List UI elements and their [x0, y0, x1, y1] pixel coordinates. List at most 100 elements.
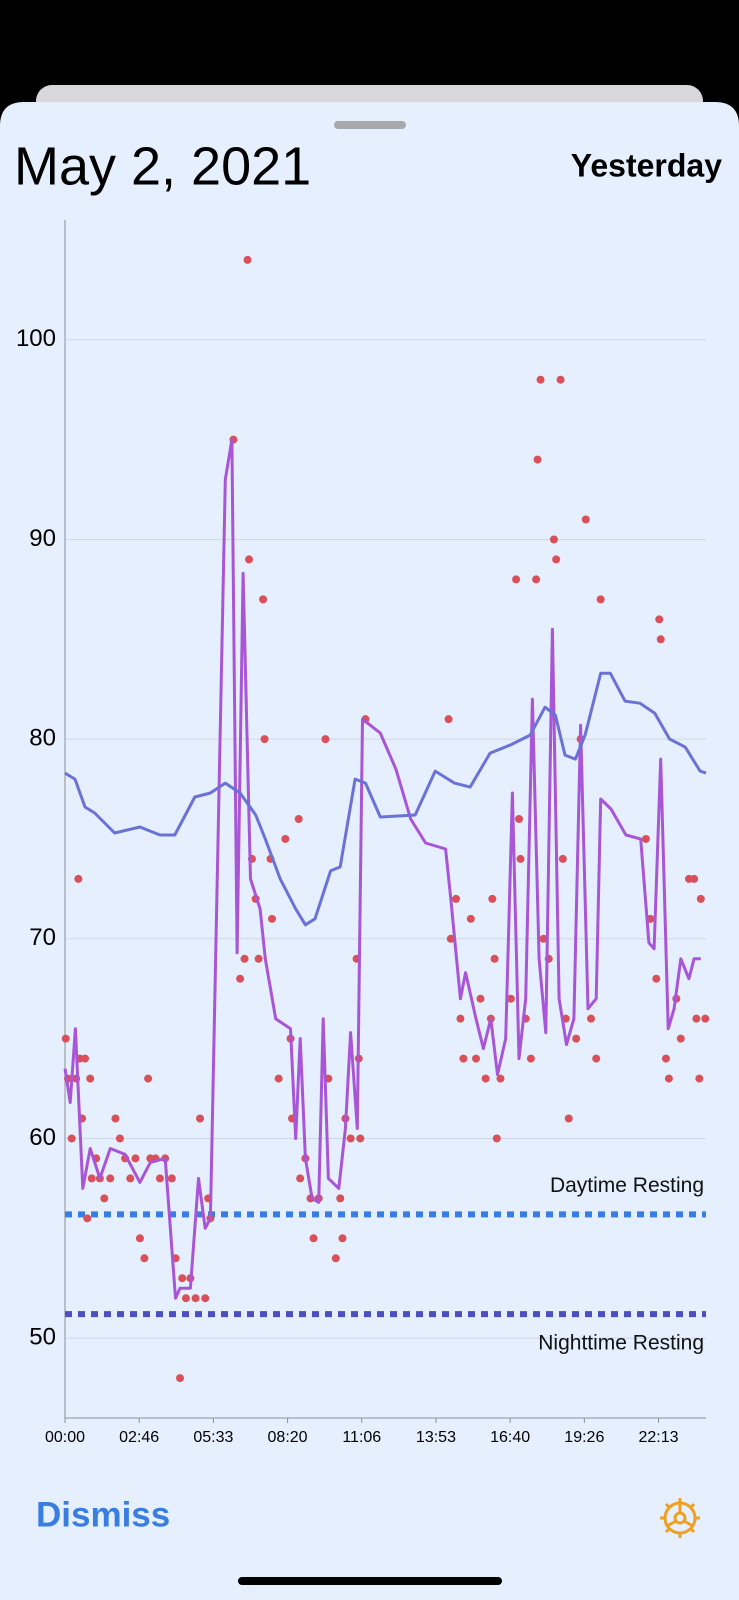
data-point [656, 635, 665, 644]
data-point [536, 375, 545, 384]
day-label: Yesterday [571, 147, 722, 183]
data-point [254, 954, 263, 963]
data-point [696, 894, 705, 903]
data-point [74, 874, 83, 883]
line-series [64, 671, 707, 927]
x-tick-label: 19:26 [564, 1429, 604, 1446]
settings-button[interactable] [660, 1498, 700, 1538]
data-point [701, 1014, 710, 1023]
data-point [336, 1194, 345, 1203]
x-tick-label: 02:46 [119, 1429, 159, 1446]
y-tick-label: 100 [16, 325, 56, 352]
data-point [444, 715, 453, 724]
data-point [581, 515, 590, 524]
data-point [506, 994, 515, 1003]
data-point [549, 535, 558, 544]
sheet [0, 102, 739, 1600]
y-tick-label: 50 [29, 1323, 56, 1350]
data-point [243, 255, 252, 264]
data-point [572, 1034, 581, 1043]
data-point [294, 815, 303, 823]
data-point [456, 1014, 465, 1023]
reference-label: Daytime Resting [550, 1174, 704, 1197]
data-point [83, 1214, 92, 1223]
data-point [476, 994, 485, 1003]
x-tick-label: 08:20 [268, 1429, 308, 1446]
data-point [472, 1054, 481, 1063]
data-point [167, 1174, 176, 1183]
data-point [346, 1134, 355, 1143]
data-point [115, 1134, 124, 1143]
y-tick-label: 60 [29, 1124, 56, 1151]
data-point [592, 1054, 601, 1063]
data-point [181, 1294, 190, 1303]
data-point [596, 595, 605, 604]
data-point [67, 1134, 76, 1143]
data-point [201, 1294, 210, 1303]
data-point [641, 834, 650, 843]
data-point [533, 455, 542, 464]
data-point [652, 974, 661, 983]
data-point [695, 1074, 704, 1083]
data-point [87, 1174, 96, 1183]
data-point [661, 1054, 670, 1063]
date-title: May 2, 2021 [14, 136, 311, 196]
data-point [446, 934, 455, 943]
data-point [155, 1174, 164, 1183]
y-tick-label: 80 [29, 724, 56, 751]
data-point [655, 615, 664, 624]
data-point [86, 1074, 95, 1083]
data-point [564, 1114, 573, 1123]
data-point [488, 894, 497, 903]
data-point [338, 1234, 347, 1243]
data-point [321, 735, 330, 744]
data-point [451, 894, 460, 903]
data-point [556, 375, 565, 384]
data-point [196, 1114, 205, 1123]
y-tick-label: 90 [29, 525, 56, 552]
x-tick-label: 05:33 [193, 1429, 233, 1446]
data-point [281, 834, 290, 843]
data-point [135, 1234, 144, 1243]
data-point [532, 575, 541, 584]
data-point [131, 1154, 140, 1163]
line-series [63, 438, 701, 1300]
dismiss-button[interactable]: Dismiss [36, 1495, 170, 1534]
data-point [492, 1134, 501, 1143]
data-point [236, 974, 245, 983]
data-point [496, 1074, 505, 1083]
data-point [244, 555, 253, 564]
data-point [274, 1074, 283, 1083]
data-point [126, 1174, 135, 1183]
data-point [481, 1074, 490, 1083]
y-tick-label: 70 [29, 924, 56, 951]
data-point [512, 575, 521, 584]
plot: 50 60 70 80 90 100 00:00 02:46 05:33 08:20 11:06 13… [16, 220, 710, 1446]
data-point [539, 934, 548, 943]
data-point [692, 1014, 701, 1023]
data-point [466, 914, 475, 923]
data-point [515, 815, 524, 823]
data-point [260, 735, 269, 744]
data-point [676, 1034, 685, 1043]
x-tick-label: 16:40 [490, 1429, 530, 1446]
data-point [664, 1074, 673, 1083]
grabber[interactable] [334, 121, 406, 129]
data-point [558, 854, 567, 863]
data-point [309, 1234, 318, 1243]
data-point [81, 1054, 90, 1063]
data-point [61, 1034, 70, 1043]
reference-label: Nighttime Resting [538, 1332, 704, 1355]
data-point [356, 1134, 365, 1143]
x-tick-label: 00:00 [45, 1429, 85, 1446]
data-point [259, 595, 268, 604]
home-indicator [238, 1577, 502, 1585]
x-tick-label: 11:06 [342, 1429, 381, 1446]
data-point [516, 854, 525, 863]
data-point [111, 1114, 120, 1123]
data-point [100, 1194, 109, 1203]
data-point [191, 1294, 200, 1303]
data-point [140, 1254, 149, 1263]
